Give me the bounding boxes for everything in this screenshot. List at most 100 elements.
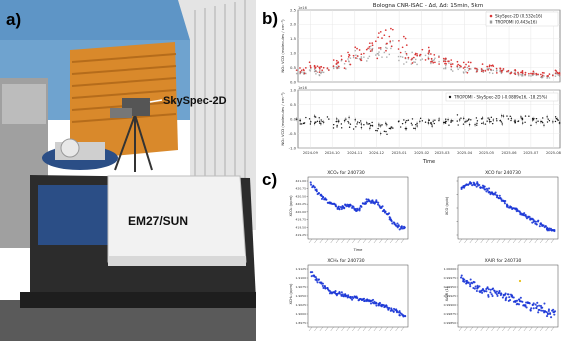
difference-point [326,116,329,118]
tropomi-point [488,72,491,74]
skyspec-point [490,64,493,67]
skyspec-point [524,71,527,74]
tropomi-point [434,57,436,60]
tropomi-point [487,67,489,70]
tropomi-point [335,66,338,68]
difference-point [319,122,321,124]
tropomi-point [332,67,335,70]
subplot-x-tick [395,326,399,332]
subplot-y-tick-label: 420.75 [296,187,307,191]
subplot-y-tick-label: 420.00 [296,210,307,214]
xair-title: XAIR for 240730 [485,258,522,264]
skyspec-point [371,48,374,51]
tropomi-point [541,76,544,79]
tropomi-point [383,51,386,54]
subplot-point [395,311,399,314]
difference-point [554,120,557,123]
difference-point [318,117,320,119]
skyspec-point [338,65,340,68]
tropomi-point [401,56,404,58]
subplot-point [500,292,503,295]
skyspec-point [444,60,447,63]
tropomi-point [430,62,432,65]
chart-b-bottom-exponent: 1e16 [298,86,307,90]
subplot-point [476,181,479,184]
subplot-point [340,291,343,294]
difference-point [428,119,430,121]
skyspec-point [327,69,330,71]
difference-point [500,121,503,123]
subplot-point [404,314,407,318]
subplot-point [373,202,376,205]
skyspec-point [390,27,392,30]
skyspec-point [541,71,544,74]
tropomi-point [535,74,538,77]
subplot-point [334,290,337,293]
skyspec-point [434,61,436,64]
skyspec-point [468,68,471,70]
skyspec-point [388,35,391,38]
skyspec-point [405,52,408,55]
subplot-point [358,207,361,210]
skyspec-point [348,54,351,57]
subplot-x-tick [373,238,378,244]
tropomi-point [347,58,349,60]
difference-point [340,127,343,129]
subplot-point [397,224,400,227]
skyspec-point [458,64,461,67]
subplot-point [532,307,535,310]
tropomi-point [411,51,413,54]
subplot-x-tick [502,326,506,332]
subplot-point [549,312,552,315]
tropomi-point [403,63,405,65]
difference-point [476,124,478,126]
subplot-point [525,306,528,309]
tropomi-point [443,59,445,62]
chart-b-x-tick: 2024-12 [369,151,384,155]
panel-label-a: a) [6,10,22,29]
subplot-point [547,309,550,313]
subplot-point [539,304,542,308]
subplot-x-tick [362,238,367,244]
subplot-point [382,209,385,212]
subplot-x-tick [512,326,517,332]
tropomi-point [532,74,535,76]
difference-point [528,115,530,117]
tropomi-point [405,61,408,63]
subplot-point [490,191,494,194]
tropomi-point [360,56,363,58]
chart-b-xlabel: Time [422,159,435,165]
skyspec-point [419,53,422,56]
tropomi-point [424,54,427,57]
tropomi-point [524,74,526,77]
skyspec-point [386,42,388,45]
tropomi-point [419,55,421,57]
subplot-x-tick [491,326,495,332]
subplot-point [356,297,359,300]
difference-point [348,126,351,128]
skyspec-point [344,60,347,62]
difference-point [421,120,424,122]
subplot-point [496,294,499,297]
skyspec-point [465,63,467,66]
subplot-point [321,282,324,285]
subplot-point [343,206,346,209]
subplot-x-tick [485,326,490,332]
subplot-point [545,315,549,318]
skyspec-point [303,72,306,75]
difference-point [406,119,408,122]
xco2-title: XCO₂ for 240730 [327,170,365,176]
difference-point [336,126,338,128]
difference-point [349,123,352,125]
difference-point [419,117,422,120]
xco2-subplot: XCO₂ for 240730 XCO₂ (ppm) 421.00 420.75 4… [289,170,409,252]
skyspec-point [371,44,374,47]
skyspec-point [299,71,302,73]
tropomi-point [470,68,472,70]
subplot-point [552,308,555,311]
difference-point [371,121,373,124]
skyspec-point [365,48,368,51]
difference-point [368,123,371,125]
difference-point [452,120,454,122]
subplot-point [495,196,499,199]
